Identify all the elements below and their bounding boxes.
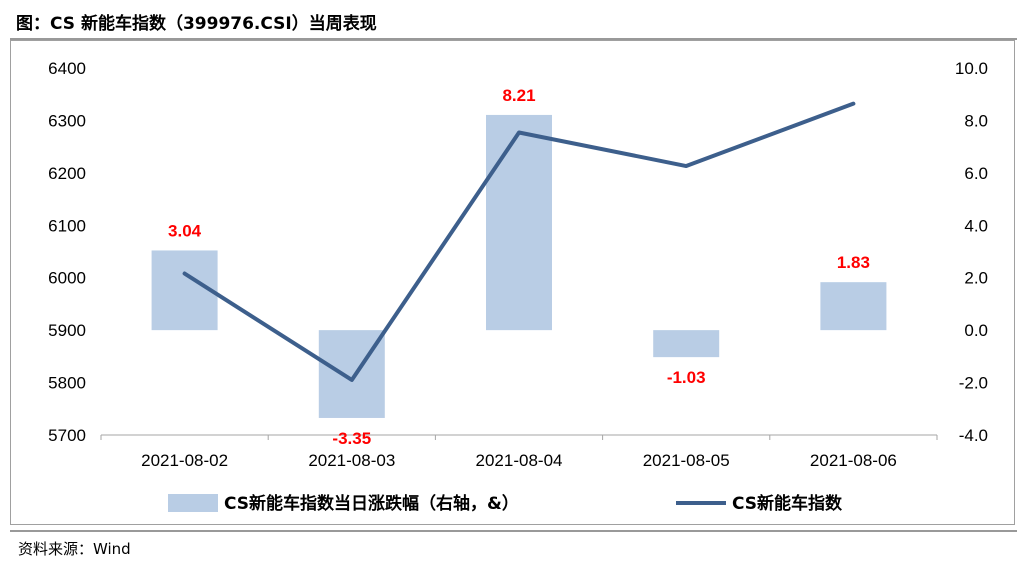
y-right-tick-label: 8.0: [964, 111, 988, 130]
legend-swatch-bar: [168, 494, 218, 512]
y-right-tick-label: -2.0: [959, 374, 988, 393]
data-label: -3.35: [332, 429, 371, 448]
data-label: 8.21: [502, 86, 535, 105]
x-tick-label: 2021-08-05: [643, 451, 730, 470]
bar-2021-08-04: [486, 114, 552, 331]
data-label: -1.03: [667, 368, 706, 387]
x-tick-label: 2021-08-02: [141, 451, 228, 470]
x-tick-label: 2021-08-04: [476, 451, 563, 470]
y-left-tick-label: 5800: [48, 374, 86, 393]
bar-2021-08-02: [151, 250, 218, 331]
legend-label-bar: CS新能车指数当日涨跌幅（右轴，&）: [224, 493, 519, 514]
y-left-tick-label: 6100: [48, 216, 86, 235]
y-right-tick-label: 4.0: [964, 216, 988, 235]
y-right-tick-label: 0.0: [964, 321, 988, 340]
y-right-tick-label: 6.0: [964, 164, 988, 183]
y-left-tick-label: 5700: [48, 426, 86, 445]
data-label: 3.04: [168, 221, 202, 240]
title-divider: [10, 38, 1017, 40]
y-left-tick-label: 5900: [48, 321, 86, 340]
x-tick-label: 2021-08-03: [308, 451, 395, 470]
legend-label-line: CS新能车指数: [732, 493, 843, 514]
data-label: 1.83: [837, 253, 870, 272]
bar-2021-08-05: [653, 330, 720, 358]
line-series-cs-index: [182, 101, 856, 382]
source-note: 资料来源：Wind: [18, 540, 131, 558]
y-left-tick-label: 6000: [48, 269, 86, 288]
source-divider: [10, 530, 1017, 532]
y-right-tick-label: -4.0: [959, 426, 988, 445]
bar-2021-08-06: [820, 282, 887, 331]
y-left-tick-label: 6200: [48, 164, 86, 183]
x-tick-label: 2021-08-06: [810, 451, 897, 470]
y-right-tick-label: 2.0: [964, 269, 988, 288]
chart-frame: [10, 40, 1015, 525]
y-left-tick-label: 6300: [48, 111, 86, 130]
y-right-tick-label: 10.0: [955, 59, 988, 78]
y-left-tick-label: 6400: [48, 59, 86, 78]
chart-title: 图：CS 新能车指数（399976.CSI）当周表现: [16, 14, 377, 34]
